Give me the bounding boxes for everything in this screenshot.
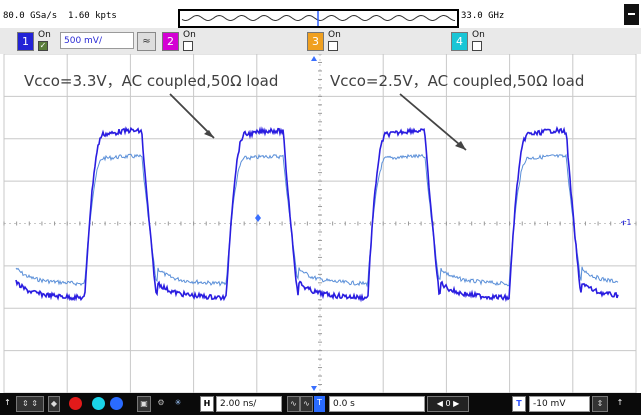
bandwidth-readout: 33.0 GHz bbox=[461, 11, 505, 21]
measure-icon[interactable]: ⚙ bbox=[157, 398, 165, 407]
bottom-toolbar: ↑ ⇕ ⇕ ◆ ▣ ⚙ ✳ H 2.00 ns/ ∿ ∿ T 0.0 s ◀ 0… bbox=[0, 393, 641, 415]
annotation-vcco-2v5: Vcco=2.5V，AC coupled,50Ω load bbox=[330, 72, 585, 90]
channel-1-button[interactable]: 1 bbox=[17, 32, 34, 51]
timebase-scale-field[interactable]: 2.00 ns/ bbox=[216, 396, 282, 412]
minus-icon bbox=[628, 13, 635, 15]
channel-1-state: On bbox=[38, 30, 51, 40]
channel-bar: 1 On ✓ 500 mV/ ≈ 2 On 3 On 4 On bbox=[0, 28, 641, 54]
position-stepper[interactable]: ◀ 0 ▶ bbox=[427, 396, 469, 412]
display-mode-icon[interactable]: ▣ bbox=[137, 396, 151, 412]
channel-3-state: On bbox=[328, 30, 341, 40]
channel-4-state: On bbox=[472, 30, 485, 40]
waveform-display[interactable]: ተ1 Vcco=3.3V，AC coupled,50Ω load Vcco=2.… bbox=[0, 54, 641, 393]
sample-rate: 80.0 GSa/s bbox=[3, 11, 58, 21]
trigger-level-stepper[interactable]: ⇕ bbox=[592, 396, 608, 412]
record-length: 1.60 kpts bbox=[68, 11, 117, 21]
trigger-label[interactable]: T bbox=[512, 396, 526, 412]
bottom-reference-marker bbox=[311, 386, 317, 391]
run-stop-icon[interactable] bbox=[69, 397, 82, 410]
menu-button[interactable] bbox=[624, 4, 639, 25]
annotation-arrowhead-2 bbox=[455, 141, 466, 150]
trigger-point-marker bbox=[255, 214, 261, 222]
zoom-controls[interactable]: ⇕ ⇕ bbox=[16, 396, 44, 412]
channel-2-state: On bbox=[183, 30, 196, 40]
annotation-arrow-2 bbox=[399, 93, 467, 151]
center-axis-ticks bbox=[3, 54, 637, 393]
trigger-edge-icon[interactable]: ↑ bbox=[616, 398, 624, 407]
acquisition-status-bar: 80.0 GSa/s 1.60 kpts 33.0 GHz bbox=[0, 0, 641, 28]
single-acquire-icon[interactable] bbox=[92, 397, 105, 410]
channel-4-button[interactable]: 4 bbox=[451, 32, 468, 51]
overview-waveform bbox=[181, 11, 456, 26]
channel-1-scale-field[interactable]: 500 mV/ bbox=[60, 32, 134, 49]
horizontal-label[interactable]: H bbox=[200, 396, 214, 412]
auto-scale-icon[interactable] bbox=[110, 397, 123, 410]
channel-3-checkbox[interactable] bbox=[328, 41, 338, 51]
graticule: ተ1 bbox=[3, 54, 637, 393]
trigger-position-icon[interactable]: T bbox=[314, 396, 325, 412]
acquisition-readout[interactable]: 80.0 GSa/s 1.60 kpts bbox=[3, 11, 117, 21]
scroll-icon[interactable]: ◆ bbox=[48, 396, 60, 412]
trigger-level-field[interactable]: -10 mV bbox=[529, 396, 590, 412]
annotation-vcco-3v3: Vcco=3.3V，AC coupled,50Ω load bbox=[24, 72, 279, 90]
annotation-arrow-1 bbox=[169, 93, 215, 139]
position-stepper-value: 0 bbox=[445, 399, 451, 408]
trace-vcco-3v3 bbox=[15, 125, 619, 303]
channel-3-button[interactable]: 3 bbox=[307, 32, 324, 51]
horizontal-position-field[interactable]: 0.0 s bbox=[329, 396, 425, 412]
channel-1-offset-marker: ተ1 bbox=[621, 218, 632, 227]
delay-icon[interactable]: ∿ bbox=[300, 396, 313, 412]
top-reference-marker bbox=[311, 56, 317, 61]
channel-2-button[interactable]: 2 bbox=[162, 32, 179, 51]
pin-icon[interactable]: ↑ bbox=[4, 398, 11, 407]
annotation-arrowhead-1 bbox=[204, 130, 214, 138]
clear-display-icon[interactable]: ✳ bbox=[174, 398, 182, 407]
trace-vcco-2v5 bbox=[15, 153, 619, 288]
channel-1-checkbox[interactable]: ✓ bbox=[38, 41, 48, 51]
channel-2-checkbox[interactable] bbox=[183, 41, 193, 51]
horizontal-position-knob-icon[interactable]: ∿ bbox=[287, 396, 300, 412]
waveform-overview-panel[interactable] bbox=[178, 9, 459, 28]
channel-4-checkbox[interactable] bbox=[472, 41, 482, 51]
coupling-icon[interactable]: ≈ bbox=[137, 32, 156, 51]
